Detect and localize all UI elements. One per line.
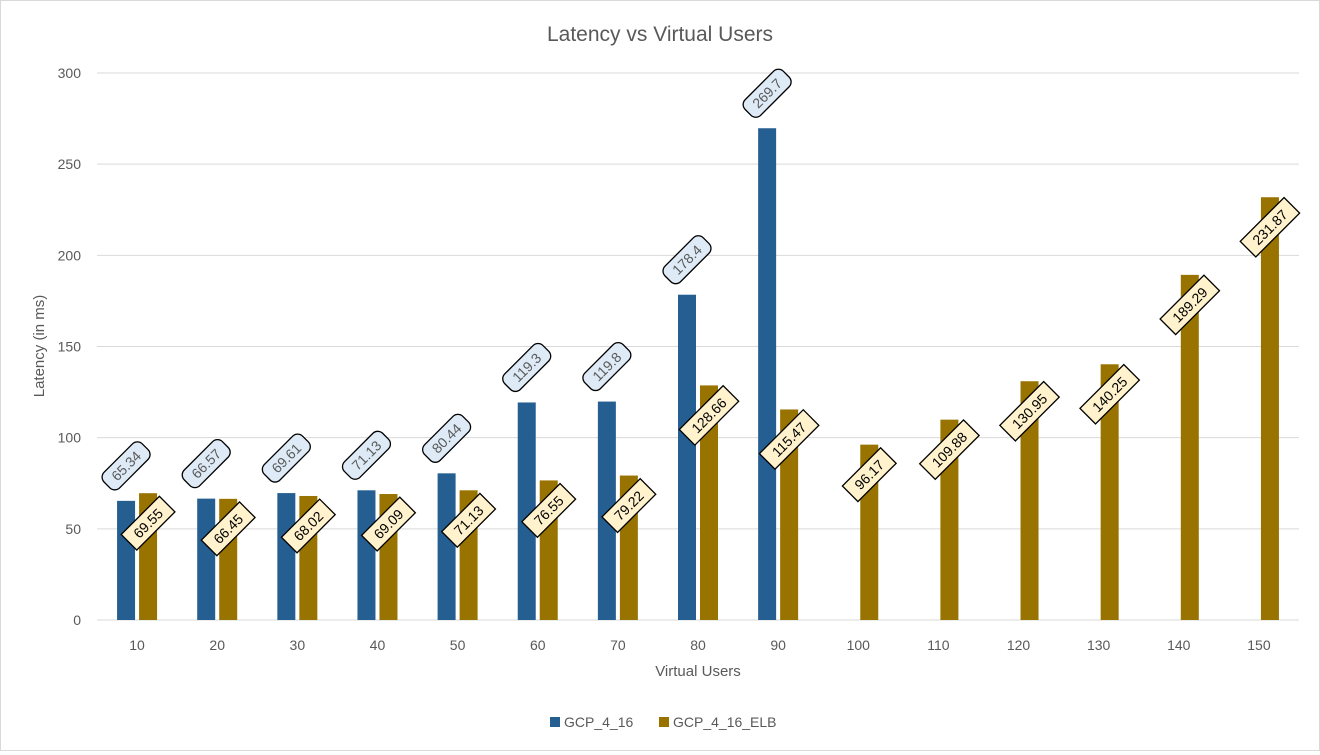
x-tick-label: 20 bbox=[209, 637, 225, 653]
bar-gcp-4-16 bbox=[117, 500, 136, 620]
data-label-box bbox=[601, 477, 657, 534]
y-axis-ticks: 0 50 100 150 200 250 300 bbox=[58, 65, 82, 628]
bar-gcp-4-16 bbox=[437, 473, 456, 620]
x-tick-label: 120 bbox=[1007, 637, 1031, 653]
data-label-box bbox=[200, 501, 256, 557]
data-label: 69.61 bbox=[261, 433, 311, 483]
data-label: 119.8 bbox=[582, 341, 632, 392]
bar-gcp-4-16 bbox=[277, 493, 296, 620]
bar-gcp-4-16-elb bbox=[1100, 364, 1119, 620]
bar-gcp-4-16 bbox=[517, 402, 536, 620]
legend-swatch bbox=[550, 717, 560, 727]
data-label: 178.4 bbox=[662, 235, 712, 285]
data-label-box bbox=[582, 341, 632, 392]
data-label-box bbox=[120, 495, 176, 551]
bar-gcp-4-16-elb bbox=[1020, 381, 1039, 620]
data-label: 80.44 bbox=[421, 413, 472, 463]
x-tick-label: 150 bbox=[1247, 637, 1271, 653]
x-tick-label: 100 bbox=[847, 637, 871, 653]
data-label: 66.57 bbox=[181, 439, 231, 489]
data-label-box bbox=[502, 342, 552, 393]
bar-gcp-4-16-elb bbox=[1260, 197, 1279, 620]
data-label-box bbox=[1159, 274, 1221, 336]
gridlines bbox=[97, 72, 1299, 621]
x-tick-label: 110 bbox=[927, 637, 950, 653]
bar-gcp-4-16-elb bbox=[780, 409, 799, 620]
data-label-box bbox=[520, 482, 577, 539]
x-axis-title: Virtual Users bbox=[655, 663, 741, 680]
data-label: 71.13 bbox=[341, 430, 392, 480]
x-tick-label: 60 bbox=[530, 637, 546, 653]
legend-item: GCP_4_16 bbox=[550, 714, 633, 730]
data-label-box bbox=[440, 492, 497, 549]
legend-label: GCP_4_16 bbox=[564, 714, 633, 730]
data-label-box bbox=[998, 380, 1061, 442]
y-tick-label: 250 bbox=[58, 156, 82, 172]
bar-gcp-4-16 bbox=[597, 401, 616, 620]
data-label-box bbox=[742, 68, 792, 118]
data-label-box bbox=[280, 498, 337, 554]
y-tick-label: 50 bbox=[65, 521, 81, 537]
data-label-box bbox=[421, 413, 472, 463]
data-label-box bbox=[758, 408, 820, 471]
x-tick-label: 70 bbox=[610, 637, 626, 653]
x-tick-label: 40 bbox=[370, 637, 386, 653]
bar-gcp-4-16 bbox=[197, 498, 216, 620]
data-label-box bbox=[261, 433, 311, 483]
data-label-box bbox=[1079, 363, 1141, 425]
data-label-box bbox=[662, 235, 712, 285]
x-tick-label: 140 bbox=[1167, 637, 1191, 653]
bar-gcp-4-16 bbox=[758, 128, 777, 620]
y-tick-label: 100 bbox=[58, 430, 82, 446]
x-tick-label: 90 bbox=[770, 637, 786, 653]
y-tick-label: 150 bbox=[58, 339, 82, 355]
data-label-box bbox=[678, 384, 740, 447]
data-label-box bbox=[341, 430, 392, 480]
x-tick-label: 80 bbox=[690, 637, 706, 653]
bar-gcp-4-16-elb bbox=[1180, 274, 1199, 620]
data-label-box bbox=[1239, 196, 1301, 258]
y-axis-title: Latency (in ms) bbox=[31, 295, 48, 398]
x-tick-label: 10 bbox=[129, 637, 145, 653]
data-label-box bbox=[360, 496, 417, 552]
bar-gcp-4-16 bbox=[357, 490, 376, 620]
data-label-box bbox=[181, 439, 231, 489]
data-label: 269.7 bbox=[742, 68, 792, 118]
bar-gcp-4-16 bbox=[678, 294, 696, 620]
data-label-box bbox=[101, 441, 151, 491]
x-axis-ticks: 10 20 30 40 50 60 70 80 90 100 110 120 130 140 150 bbox=[129, 637, 1271, 653]
chart-title: Latency vs Virtual Users bbox=[547, 23, 773, 46]
x-tick-label: 130 bbox=[1087, 637, 1111, 653]
y-tick-label: 200 bbox=[58, 247, 82, 263]
bar-gcp-4-16-elb bbox=[700, 385, 718, 620]
y-tick-label: 300 bbox=[58, 65, 82, 81]
data-label-box bbox=[841, 446, 898, 503]
data-label: 119.3 bbox=[502, 342, 552, 393]
legend: GCP_4_16 GCP_4_16_ELB bbox=[550, 714, 777, 730]
x-tick-label: 50 bbox=[450, 637, 466, 653]
data-label: 65.34 bbox=[101, 441, 151, 491]
y-tick-label: 0 bbox=[73, 612, 81, 628]
x-tick-label: 30 bbox=[290, 637, 306, 653]
legend-label: GCP_4_16_ELB bbox=[673, 714, 777, 730]
legend-swatch bbox=[659, 717, 669, 727]
data-labels: 65.34 66.57 69.61 71.13 80.44 119.3 119.8 178.4… bbox=[101, 68, 1301, 557]
data-label-box bbox=[918, 419, 981, 481]
legend-item: GCP_4_16_ELB bbox=[659, 714, 777, 730]
